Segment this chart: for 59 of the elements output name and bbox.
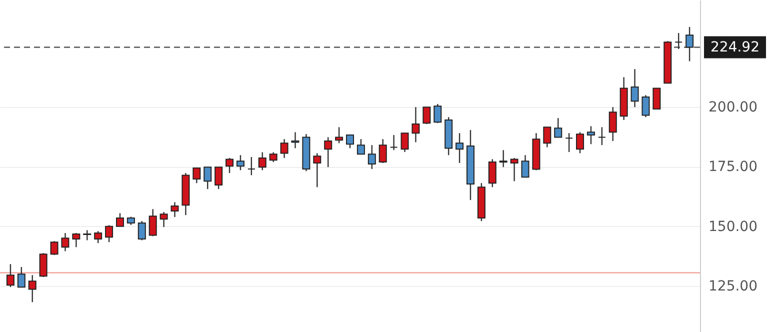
candlestick [422, 106, 431, 125]
y-tick-label: 200.00 [708, 99, 758, 116]
candlestick [94, 230, 102, 244]
candlestick [576, 132, 584, 154]
candlestick [510, 157, 518, 182]
candlestick [192, 167, 201, 184]
candlestick [313, 152, 322, 188]
candlestick [608, 106, 617, 142]
candlestick [83, 230, 92, 241]
candlestick [346, 134, 354, 149]
candlestick [138, 220, 146, 241]
candlestick [116, 212, 124, 227]
candlestick [586, 126, 595, 145]
candlestick [269, 152, 278, 163]
candlestick [434, 103, 442, 124]
candlestick [170, 202, 179, 218]
y-tick-label: 150.00 [708, 218, 758, 235]
candlestick [630, 68, 639, 108]
candlestick [488, 158, 496, 188]
candlestick [598, 126, 606, 146]
candlestick [72, 232, 80, 248]
candlestick [291, 132, 300, 149]
candlestick [258, 152, 266, 171]
candlestick [28, 274, 36, 303]
candlestick [356, 138, 365, 155]
candlestick [642, 94, 650, 118]
candlestick [105, 224, 114, 243]
candlestick [17, 266, 26, 288]
candlestick [554, 117, 562, 138]
candlestick [686, 26, 694, 62]
candlestick [390, 134, 398, 151]
candlestick [368, 144, 376, 170]
candlestick [236, 154, 244, 171]
candlestick [280, 138, 288, 159]
candlestick [456, 132, 464, 164]
candlestick [39, 252, 48, 278]
candlestick [652, 88, 661, 110]
candlestick [543, 126, 552, 148]
y-tick-label: 175.00 [708, 159, 758, 176]
candlestick [6, 264, 14, 288]
candlestick [521, 154, 530, 178]
candlestick [335, 126, 344, 144]
candlestick [226, 157, 234, 174]
candlestick [160, 211, 168, 228]
candlestick [148, 208, 157, 237]
candlestick [412, 106, 420, 143]
candlestick [61, 232, 70, 252]
candlestick [378, 138, 387, 164]
candlestick [565, 132, 574, 153]
candlestick [50, 240, 58, 256]
candlestick [400, 132, 409, 153]
candlestick [204, 166, 212, 190]
candlestick [247, 156, 256, 176]
y-tick-label: 125.00 [708, 278, 758, 295]
candlestick [324, 136, 332, 168]
candlestick [214, 166, 223, 190]
candlestick [499, 150, 508, 168]
candlestick [674, 32, 683, 50]
ref-line-label: 224.92 [710, 39, 760, 56]
